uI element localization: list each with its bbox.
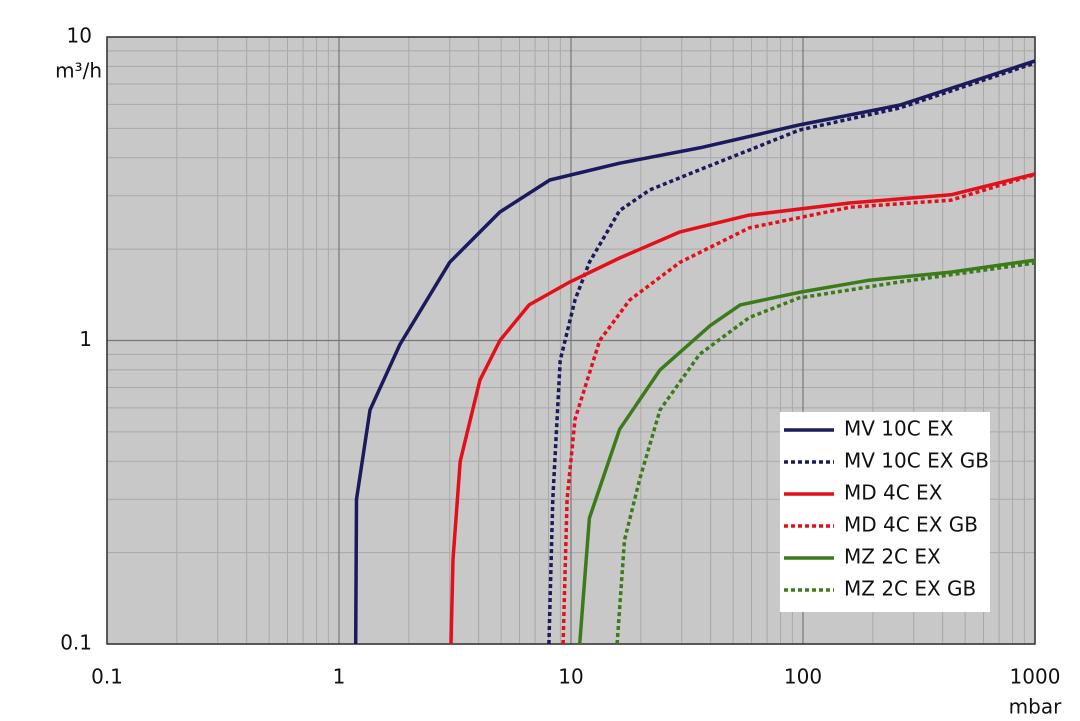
- legend: MV 10C EX MV 10C EX GB MD 4C EX MD 4C EX GB…: [780, 412, 990, 612]
- series-line: [449, 172, 1036, 645]
- series-line: [353, 59, 1036, 645]
- plot-frame: [106, 36, 1036, 645]
- x-tick-label: 1000: [1010, 665, 1061, 689]
- legend-label: MZ 2C EX: [844, 545, 941, 569]
- y-tick-label: 0.1: [60, 631, 92, 655]
- x-tick-label: 10: [558, 665, 583, 689]
- x-tick-label: 100: [784, 665, 822, 689]
- y-axis-title: m³/h: [55, 59, 102, 83]
- y-tick-label: 10: [67, 24, 92, 48]
- legend-label: MV 10C EX: [844, 417, 954, 441]
- y-tick-label: 1: [79, 327, 92, 351]
- x-tick-label: 1: [333, 665, 346, 689]
- series-line: [547, 61, 1036, 645]
- legend-label: MZ 2C EX GB: [844, 577, 976, 601]
- series-line: [561, 172, 1036, 645]
- legend-label: MD 4C EX GB: [844, 513, 978, 537]
- x-tick-label: 0.1: [91, 665, 123, 689]
- legend-label: MV 10C EX GB: [844, 449, 989, 473]
- series-line: [577, 258, 1036, 645]
- series-line: [615, 261, 1036, 645]
- x-axis-title: mbar: [1009, 695, 1062, 719]
- legend-label: MD 4C EX: [844, 481, 943, 505]
- legend-box: [780, 412, 990, 612]
